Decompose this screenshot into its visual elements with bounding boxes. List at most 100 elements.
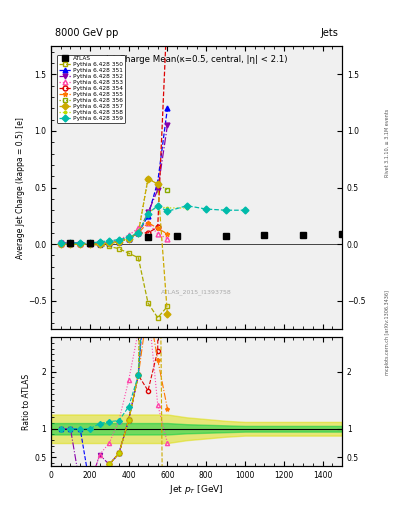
Pythia 6.428 351 [107,240,112,246]
Pythia 6.428 353 [68,241,73,247]
Pythia 6.428 353 [97,240,102,246]
Pythia 6.428 351 [146,213,151,219]
Pythia 6.428 354 [126,236,131,242]
Pythia 6.428 358 [59,241,63,247]
Pythia 6.428 355 [155,225,160,231]
Pythia 6.428 352 [68,240,73,246]
Pythia 6.428 353 [88,241,92,247]
Pythia 6.428 354 [68,241,73,247]
Pythia 6.428 350 [146,300,151,306]
Pythia 6.428 358 [97,241,102,247]
Pythia 6.428 356 [78,241,83,247]
Pythia 6.428 358 [107,240,112,246]
Pythia 6.428 354 [117,239,121,245]
Pythia 6.428 356 [88,241,92,247]
Pythia 6.428 359 [204,206,209,212]
Y-axis label: Ratio to ATLAS: Ratio to ATLAS [22,374,31,430]
Pythia 6.428 354 [165,4,170,10]
Pythia 6.428 350 [155,315,160,321]
Text: ATLAS_2015_I1393758: ATLAS_2015_I1393758 [161,289,232,295]
Pythia 6.428 350 [136,254,141,261]
Pythia 6.428 356 [59,241,63,247]
Pythia 6.428 351 [136,230,141,236]
Pythia 6.428 356 [107,240,112,246]
Pythia 6.428 358 [146,209,151,216]
Pythia 6.428 356 [68,241,73,247]
Pythia 6.428 358 [126,236,131,242]
Pythia 6.428 359 [184,203,189,209]
Pythia 6.428 350 [78,241,83,247]
Pythia 6.428 350 [107,243,112,249]
Pythia 6.428 355 [136,230,141,236]
Pythia 6.428 351 [78,240,83,246]
Pythia 6.428 357 [107,240,112,246]
ATLAS [340,231,344,237]
Line: Pythia 6.428 350: Pythia 6.428 350 [58,242,170,320]
Pythia 6.428 359 [88,240,92,246]
Pythia 6.428 359 [146,210,151,217]
Text: Jet Charge Mean(κ=0.5, central, |η| < 2.1): Jet Charge Mean(κ=0.5, central, |η| < 2.… [105,55,288,63]
Pythia 6.428 356 [126,236,131,242]
Pythia 6.428 355 [126,236,131,242]
Pythia 6.428 354 [97,241,102,247]
Pythia 6.428 359 [97,239,102,245]
Pythia 6.428 352 [97,240,102,246]
Line: Pythia 6.428 351: Pythia 6.428 351 [58,106,170,247]
Pythia 6.428 358 [78,241,83,247]
Pythia 6.428 352 [146,209,151,216]
Pythia 6.428 350 [117,246,121,252]
Pythia 6.428 350 [59,241,63,247]
Pythia 6.428 358 [184,205,189,211]
Line: Pythia 6.428 353: Pythia 6.428 353 [58,220,170,247]
Pythia 6.428 354 [59,241,63,247]
Pythia 6.428 352 [107,240,112,246]
Pythia 6.428 354 [136,230,141,236]
Pythia 6.428 353 [59,241,63,247]
Pythia 6.428 354 [107,240,112,246]
Pythia 6.428 359 [126,234,131,241]
Pythia 6.428 359 [165,208,170,215]
Pythia 6.428 355 [68,241,73,247]
Pythia 6.428 351 [126,236,131,242]
Pythia 6.428 351 [88,241,92,247]
Pythia 6.428 359 [223,207,228,214]
Pythia 6.428 357 [155,181,160,187]
Pythia 6.428 358 [165,205,170,211]
Line: Pythia 6.428 356: Pythia 6.428 356 [58,176,170,247]
Pythia 6.428 350 [126,250,131,257]
Pythia 6.428 353 [107,239,112,245]
Pythia 6.428 352 [59,240,63,246]
Pythia 6.428 353 [155,231,160,237]
Pythia 6.428 359 [117,237,121,243]
Pythia 6.428 354 [146,230,151,236]
Pythia 6.428 357 [136,230,141,236]
Pythia 6.428 350 [97,242,102,248]
Pythia 6.428 354 [78,241,83,247]
Pythia 6.428 352 [117,239,121,245]
Pythia 6.428 354 [155,224,160,230]
ATLAS [68,240,73,246]
Pythia 6.428 352 [88,241,92,247]
Text: Jets: Jets [320,28,338,38]
Pythia 6.428 351 [97,241,102,247]
Pythia 6.428 355 [146,220,151,226]
Text: 8000 GeV pp: 8000 GeV pp [55,28,118,38]
Line: ATLAS: ATLAS [67,231,345,246]
Line: Pythia 6.428 357: Pythia 6.428 357 [58,176,170,317]
Pythia 6.428 355 [107,240,112,246]
Line: Pythia 6.428 358: Pythia 6.428 358 [58,204,189,247]
Pythia 6.428 351 [68,240,73,246]
Line: Pythia 6.428 359: Pythia 6.428 359 [58,203,248,245]
Pythia 6.428 357 [117,239,121,245]
Pythia 6.428 355 [88,241,92,247]
Pythia 6.428 357 [88,241,92,247]
Pythia 6.428 357 [165,311,170,317]
ATLAS [146,234,151,241]
Pythia 6.428 352 [78,241,83,247]
Pythia 6.428 358 [88,241,92,247]
Pythia 6.428 358 [136,230,141,236]
Pythia 6.428 355 [165,231,170,237]
Pythia 6.428 356 [136,230,141,236]
Line: Pythia 6.428 352: Pythia 6.428 352 [58,123,170,247]
Pythia 6.428 356 [117,239,121,245]
